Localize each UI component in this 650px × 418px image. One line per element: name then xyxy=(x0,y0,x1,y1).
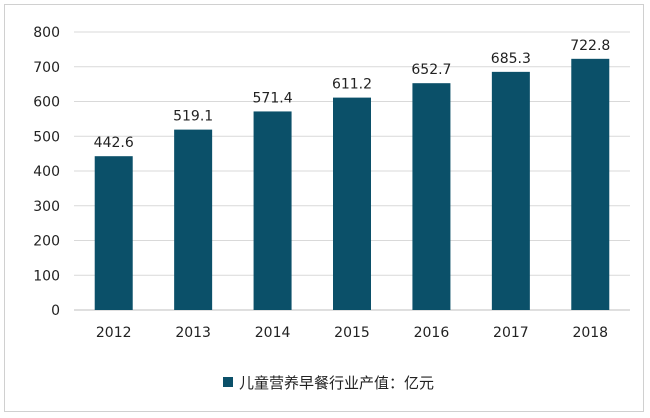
data-label: 722.8 xyxy=(570,38,610,54)
bar xyxy=(491,71,530,311)
y-tick-label: 500 xyxy=(33,129,60,145)
bar xyxy=(333,97,371,310)
bar xyxy=(571,58,610,311)
bar xyxy=(94,156,133,310)
data-label: 611.2 xyxy=(332,77,372,93)
data-labels: 442.6 519.1 571.4 611.2 652.7 685.3 722.8 xyxy=(94,38,611,151)
bars xyxy=(94,58,610,311)
legend: 儿童营养早餐行业产值：亿元 xyxy=(223,372,434,392)
bar xyxy=(174,129,213,310)
y-tick-label: 0 xyxy=(51,303,60,319)
y-tick-label: 600 xyxy=(33,95,60,111)
data-label: 442.6 xyxy=(94,135,134,151)
data-label: 519.1 xyxy=(173,109,213,125)
data-label: 685.3 xyxy=(491,51,531,67)
x-tick-label: 2015 xyxy=(334,325,370,341)
y-tick-label: 400 xyxy=(33,164,60,180)
y-tick-label: 700 xyxy=(33,60,60,76)
y-axis-ticks: 0 100 200 300 400 500 600 700 800 xyxy=(33,25,60,319)
x-tick-label: 2013 xyxy=(175,325,211,341)
x-axis-ticks: 2012 2013 2014 2015 2016 2017 2018 xyxy=(96,325,608,341)
x-tick-label: 2018 xyxy=(572,325,608,341)
x-tick-label: 2017 xyxy=(493,325,529,341)
x-tick-label: 2012 xyxy=(96,325,132,341)
bar xyxy=(412,83,451,310)
y-tick-label: 300 xyxy=(33,199,60,215)
y-tick-label: 800 xyxy=(33,25,60,41)
legend-label: 儿童营养早餐行业产值：亿元 xyxy=(239,373,435,392)
y-tick-label: 200 xyxy=(33,234,60,250)
x-tick-label: 2016 xyxy=(414,325,450,341)
data-label: 652.7 xyxy=(411,62,451,78)
data-label: 571.4 xyxy=(253,90,293,106)
y-tick-label: 100 xyxy=(33,268,60,284)
legend-swatch xyxy=(223,377,233,387)
x-tick-label: 2014 xyxy=(255,325,291,341)
bar xyxy=(253,111,292,310)
